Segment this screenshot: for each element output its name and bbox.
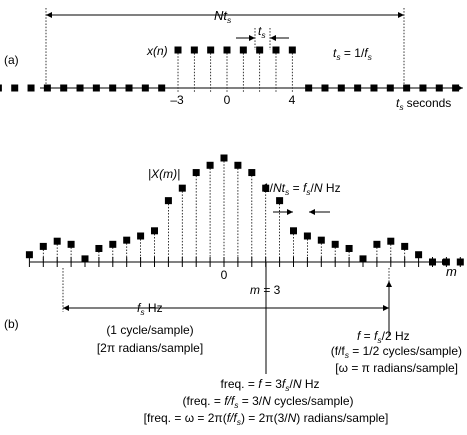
magnitude-marker (345, 244, 353, 252)
frequency-axis-label: m (446, 264, 457, 279)
magnitude-marker (429, 258, 436, 266)
fs-cycles: (1 cycle/sample) (106, 323, 193, 337)
zero-sample-marker (43, 84, 51, 92)
time-samples (0, 46, 460, 92)
sample-marker (190, 46, 198, 54)
magnitude-marker (415, 251, 423, 259)
magnitude-marker (164, 197, 172, 205)
panel-b-label: (b) (4, 317, 19, 331)
magnitude-marker (178, 184, 186, 192)
freq-line-hz: freq. = f = 3fs/N Hz (221, 377, 320, 393)
panel-a-label: (a) (4, 53, 19, 67)
zero-sample-marker (321, 84, 329, 92)
zero-sample-marker (60, 84, 68, 92)
sample-marker (256, 46, 264, 54)
magnitude-marker (276, 197, 284, 205)
magnitude-marker (25, 251, 33, 259)
m3-label: m = 3 (250, 283, 281, 297)
magnitude-marker (248, 169, 256, 177)
zero-sample-marker (125, 84, 133, 92)
time-axis-label: ts seconds (396, 96, 451, 112)
magnitude-marker (206, 161, 214, 169)
zero-sample-marker (435, 84, 443, 92)
zero-sample-marker (0, 84, 2, 92)
zero-sample-marker (419, 84, 427, 92)
magnitude-marker (442, 258, 450, 266)
magnitude-marker (220, 154, 228, 162)
freq-line-radians: [freq. = ω = 2π(f/fs) = 2π(3/N) radians/… (144, 411, 389, 427)
zero-sample-marker (305, 84, 313, 92)
sample-marker (239, 46, 247, 54)
dft-samples (25, 154, 464, 267)
fs-radians: [2π radians/sample] (97, 341, 203, 355)
magnitude-marker (317, 236, 325, 244)
magnitude-marker (109, 240, 117, 248)
magnitude-marker (81, 255, 89, 263)
zero-sample-marker (27, 84, 35, 92)
freq-line-cycles: (freq. = f/fs = 3/N cycles/sample) (183, 394, 354, 410)
zero-sample-marker (452, 84, 460, 92)
half-fs-cycles: (f/fs = 1/2 cycles/sample) (331, 344, 462, 360)
magnitude-marker (192, 169, 200, 177)
sample-marker (223, 46, 231, 54)
magnitude-marker (95, 244, 103, 252)
zero-sample-marker (354, 84, 362, 92)
magnitude-marker (53, 237, 61, 245)
zero-sample-marker (141, 84, 149, 92)
span-label: Nts (214, 8, 232, 25)
magnitude-marker (123, 236, 131, 244)
panel-a: (a) Nts ts x(n) ts = 1/fs –3 0 4 ts secon… (0, 8, 463, 112)
tick-label-0: 0 (224, 93, 231, 107)
magnitude-marker (387, 237, 395, 245)
magnitude-label: |X(m)| (148, 167, 180, 181)
magnitude-marker (262, 184, 270, 192)
magnitude-marker (137, 232, 145, 240)
signal-label: x(n) (146, 44, 168, 58)
zero-sample-marker (370, 84, 378, 92)
zero-sample-marker (92, 84, 100, 92)
sample-marker (207, 46, 215, 54)
tick-label-m3: –3 (170, 93, 184, 107)
magnitude-marker (359, 255, 367, 263)
zero-sample-marker (76, 84, 84, 92)
magnitude-marker (331, 240, 339, 248)
ts-label: ts (258, 24, 266, 40)
zero-sample-marker (109, 84, 117, 92)
sample-marker (272, 46, 280, 54)
magnitude-marker (234, 161, 242, 169)
magnitude-marker (151, 227, 158, 235)
sample-marker (288, 46, 296, 54)
half-fs-label: f = fs/2 Hz (357, 329, 410, 345)
magnitude-marker (401, 242, 409, 250)
zero-sample-marker (337, 84, 345, 92)
fs-label: fs Hz (137, 301, 163, 317)
tick-label-4: 4 (289, 93, 296, 107)
panel-b: (b) |X(m)| 1/Nts = fs/N Hz 0 m m = 3 fs … (4, 154, 464, 427)
zero-sample-marker (403, 84, 411, 92)
sample-marker (174, 46, 182, 54)
half-fs-radians: [ω = π radians/sample] (335, 361, 458, 375)
freq-tick-label-0: 0 (221, 268, 228, 282)
zero-sample-marker (11, 84, 19, 92)
sample-relation: ts = 1/fs (333, 46, 373, 62)
magnitude-marker (456, 258, 464, 266)
magnitude-marker (39, 242, 47, 250)
zero-sample-marker (158, 84, 166, 92)
magnitude-marker (373, 240, 381, 248)
magnitude-marker (303, 232, 311, 240)
zero-sample-marker (386, 84, 394, 92)
magnitude-marker (67, 240, 75, 248)
magnitude-marker (290, 227, 297, 235)
resolution-label: 1/Nts = fs/N Hz (263, 181, 341, 197)
